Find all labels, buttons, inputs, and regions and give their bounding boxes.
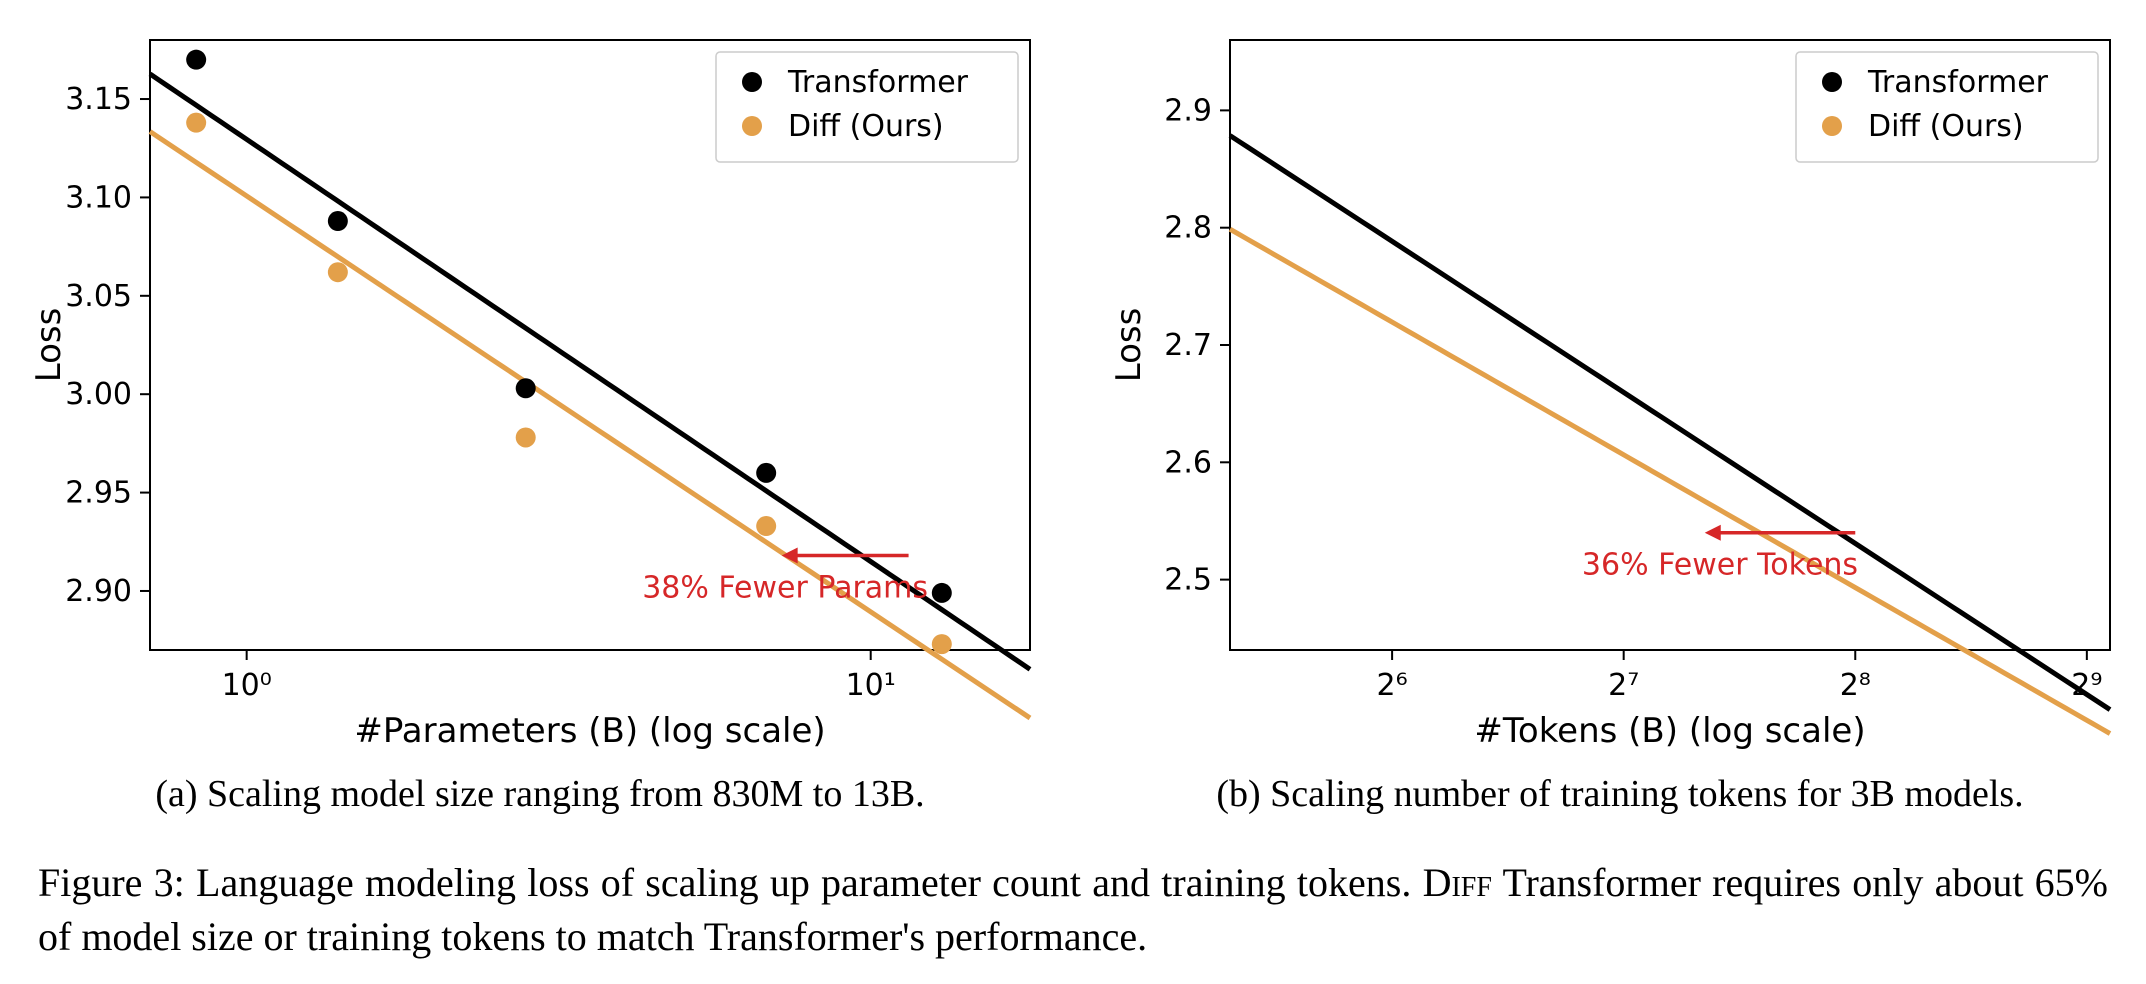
svg-text:2.5: 2.5	[1164, 563, 1212, 598]
svg-text:3.15: 3.15	[65, 82, 132, 117]
svg-text:2⁷: 2⁷	[1608, 668, 1639, 703]
svg-text:36% Fewer Tokens: 36% Fewer Tokens	[1582, 548, 1858, 583]
subcaption-b: (b) Scaling number of training tokens fo…	[1216, 772, 2023, 816]
caption-diff-word: Diff	[1423, 860, 1492, 905]
svg-text:2.90: 2.90	[65, 574, 132, 609]
svg-text:2⁸: 2⁸	[1840, 668, 1871, 703]
chart-a: 2.90 2.95 3.00 3.05 3.10 3.15 10⁰ 10¹ #Parameter…	[20, 20, 1060, 760]
svg-text:2.95: 2.95	[65, 476, 132, 511]
svg-text:2.9: 2.9	[1164, 93, 1212, 128]
charts-row: 2.90 2.95 3.00 3.05 3.10 3.15 10⁰ 10¹ #Parameter…	[20, 20, 2126, 816]
svg-text:10¹: 10¹	[846, 668, 896, 703]
svg-text:Loss: Loss	[29, 308, 69, 383]
svg-text:2.6: 2.6	[1164, 445, 1212, 480]
svg-text:2.8: 2.8	[1164, 211, 1212, 246]
svg-text:#Tokens (B) (log scale): #Tokens (B) (log scale)	[1474, 711, 1865, 751]
chart-b: 2.52.62.72.82.92⁶2⁷2⁸2⁹#Tokens (B) (log …	[1100, 20, 2140, 760]
svg-text:Transformer: Transformer	[1867, 65, 2049, 100]
chart-b-svg-wrap: 2.52.62.72.82.92⁶2⁷2⁸2⁹#Tokens (B) (log …	[1100, 20, 2140, 764]
svg-text:#Parameters (B) (log scale): #Parameters (B) (log scale)	[354, 711, 825, 751]
subcaption-a: (a) Scaling model size ranging from 830M…	[155, 772, 924, 816]
svg-text:3.05: 3.05	[65, 279, 132, 314]
chart-a-svg-wrap: 2.90 2.95 3.00 3.05 3.10 3.15 10⁰ 10¹ #Parameter…	[20, 20, 1060, 764]
svg-text:Diff (Ours): Diff (Ours)	[788, 109, 944, 144]
caption-prefix: Figure 3: Language modeling loss of scal…	[38, 860, 1423, 905]
svg-text:2.7: 2.7	[1164, 328, 1212, 363]
figure-3: 2.90 2.95 3.00 3.05 3.10 3.15 10⁰ 10¹ #Parameter…	[20, 20, 2126, 964]
svg-text:2⁶: 2⁶	[1377, 668, 1408, 703]
svg-text:Loss: Loss	[1109, 308, 1149, 383]
svg-text:Transformer: Transformer	[787, 65, 969, 100]
chart-b-block: 2.52.62.72.82.92⁶2⁷2⁸2⁹#Tokens (B) (log …	[1100, 20, 2140, 816]
chart-a-block: 2.90 2.95 3.00 3.05 3.10 3.15 10⁰ 10¹ #Parameter…	[20, 20, 1060, 816]
svg-text:38% Fewer Params: 38% Fewer Params	[642, 571, 928, 606]
svg-text:10⁰: 10⁰	[222, 668, 272, 703]
svg-text:3.00: 3.00	[65, 377, 132, 412]
svg-text:3.10: 3.10	[65, 180, 132, 215]
figure-caption: Figure 3: Language modeling loss of scal…	[38, 856, 2108, 964]
svg-text:Diff (Ours): Diff (Ours)	[1868, 109, 2024, 144]
